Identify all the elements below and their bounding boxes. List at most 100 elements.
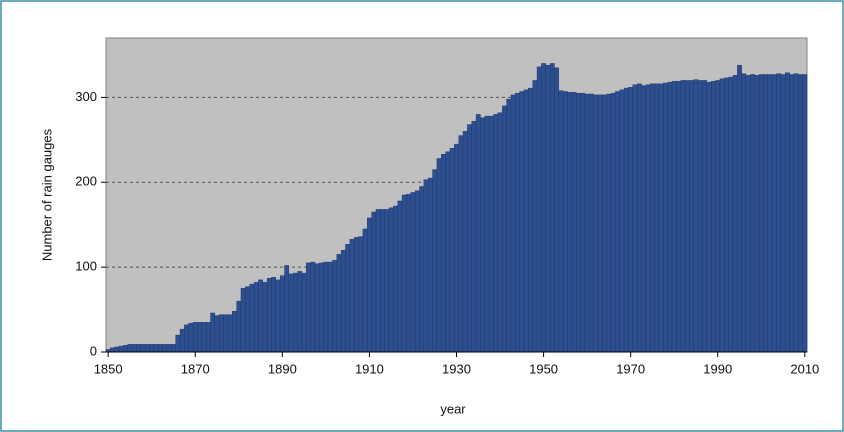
bar [671,81,677,353]
bar [275,279,281,353]
bar [219,314,224,353]
bar [497,112,503,353]
bar [519,91,525,353]
bar [606,93,612,353]
bar [279,275,285,353]
bar [645,84,651,353]
bar [245,286,250,353]
bar [179,328,185,353]
bar [310,261,316,353]
bar [462,131,468,353]
bar [502,105,507,353]
bar [144,344,150,353]
bar [667,81,673,353]
bar [523,89,529,353]
x-tick-label: 1890 [268,361,297,376]
bar [232,311,237,353]
bar [332,260,337,353]
bar [410,192,416,353]
bar [632,84,638,353]
bar [201,322,207,353]
bar [166,344,172,353]
bar [663,82,668,353]
bar [741,73,747,353]
bar [153,344,159,353]
bar [771,74,777,353]
bar [650,83,655,353]
bar [597,94,603,353]
bar [719,78,725,353]
bar [776,73,782,353]
bar [162,344,168,353]
bar [458,135,464,353]
bar [798,74,803,353]
bar [401,194,407,353]
bar [711,81,716,353]
bar [554,67,560,353]
bar [750,74,755,353]
x-tick-label: 1870 [181,361,210,376]
bar [702,80,708,353]
bar [432,169,438,353]
bar [785,72,790,353]
bar [306,262,311,353]
bar [184,324,189,353]
bar [580,92,586,353]
bar [367,217,372,353]
x-tick-label: 1950 [529,361,558,376]
bar [345,244,351,353]
bar [371,211,377,353]
bar [258,279,263,353]
bar [480,117,486,353]
bar [445,151,451,353]
bar [467,124,472,353]
bar [471,120,477,353]
bar [192,322,198,353]
x-axis-label: year [440,401,466,416]
bar [397,200,403,353]
bar [340,249,346,353]
bar [763,74,769,353]
bar [419,186,425,353]
bar [454,143,459,353]
bar [636,83,642,353]
bar [780,74,786,353]
bar [441,154,446,353]
bar [223,314,229,353]
bar [615,91,620,353]
bar [558,90,564,353]
bar [654,83,660,353]
bar [427,177,433,353]
y-tick-label: 200 [75,174,97,189]
bar [680,80,686,353]
bar [641,85,647,353]
bar [301,272,307,353]
bar [406,193,411,353]
bar [745,75,751,353]
y-axis-label: Number of rain gauges [39,128,54,261]
bar [118,345,124,353]
bar [314,263,320,353]
x-tick-label: 1930 [442,361,471,376]
bar [297,271,303,353]
bar [593,94,599,353]
bar [541,63,546,353]
bar [697,80,703,353]
x-tick-label: 1990 [703,361,732,376]
bar [114,346,120,353]
bar [323,261,329,353]
bar [549,63,555,353]
bar [327,261,333,353]
bar [131,344,137,353]
bar [384,209,390,353]
x-tick-label: 1910 [355,361,384,376]
bar [515,92,520,353]
bar [623,87,629,353]
y-tick-label: 300 [75,89,97,104]
bar [619,89,625,353]
bar [493,114,499,353]
bar [210,312,216,353]
y-tick-label: 0 [90,343,97,358]
